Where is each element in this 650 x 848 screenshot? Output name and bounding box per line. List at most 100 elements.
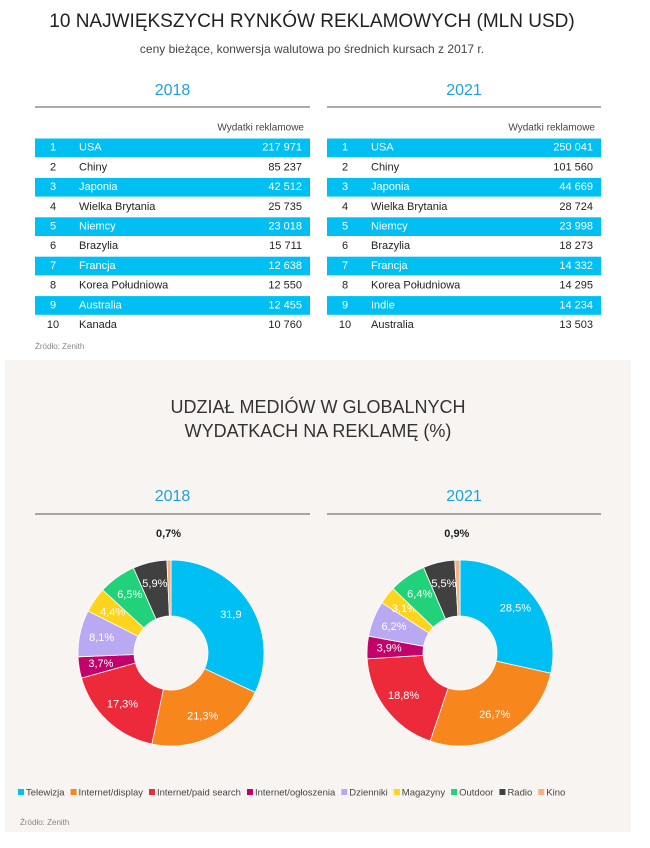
- spend: 42 512: [268, 181, 302, 193]
- country: Niemcy: [79, 221, 116, 233]
- row-highlight: [35, 296, 310, 315]
- country: Chiny: [371, 161, 400, 173]
- spend: 14 234: [559, 299, 593, 311]
- column-header: Wydatki reklamowe: [217, 123, 304, 134]
- wedge: [454, 559, 461, 617]
- rank: 7: [50, 260, 56, 272]
- legend-swatch: [70, 789, 77, 795]
- rank: 5: [50, 221, 56, 233]
- value-label: 0,7%: [156, 528, 181, 540]
- rank: 2: [342, 161, 348, 173]
- value-label: 8,1%: [89, 632, 114, 644]
- spend: 14 332: [559, 260, 593, 272]
- wedge: [151, 668, 256, 747]
- country: USA: [79, 142, 102, 154]
- wedge: [459, 559, 554, 674]
- rank: 6: [50, 240, 56, 252]
- rank: 8: [342, 280, 348, 292]
- value-label: 3,9%: [377, 643, 402, 655]
- country: Australia: [371, 319, 415, 331]
- row-highlight: [35, 138, 310, 158]
- value-label: 6,2%: [381, 621, 406, 633]
- value-label: 6,5%: [117, 589, 142, 601]
- rank: 1: [50, 142, 56, 154]
- value-label: 5,5%: [431, 578, 456, 590]
- rank: 6: [342, 240, 348, 252]
- legend-label: Radio: [507, 788, 532, 799]
- country: Niemcy: [371, 221, 408, 233]
- value-label: 0,9%: [444, 528, 469, 540]
- country: Francja: [79, 260, 117, 272]
- legend-label: Internet/paid search: [157, 788, 241, 799]
- legend-label: Internet/ogłoszenia: [255, 788, 336, 799]
- spend: 14 295: [559, 280, 593, 292]
- table-year: 2018: [155, 82, 191, 99]
- country: Australia: [79, 299, 123, 311]
- media-title: UDZIAŁ MEDIÓW W GLOBALNYCH: [170, 396, 465, 417]
- row-highlight: [327, 217, 601, 236]
- media-title: WYDATKACH NA REKLAMĘ (%): [185, 421, 452, 441]
- country: Wielka Brytania: [371, 201, 448, 213]
- country: Korea Południowa: [371, 280, 461, 292]
- spend: 44 669: [559, 181, 593, 193]
- value-label: 31,9: [220, 609, 241, 621]
- value-label: 18,8%: [388, 690, 419, 702]
- spend: 13 503: [559, 319, 593, 331]
- spend: 12 550: [268, 280, 302, 292]
- chart-year: 2021: [446, 488, 482, 505]
- spend: 217 971: [262, 142, 302, 154]
- legend-swatch: [499, 789, 506, 795]
- title: 10 NAJWIĘKSZYCH RYNKÓW REKLAMOWYCH (MLN …: [49, 10, 574, 32]
- legend-swatch: [246, 789, 253, 795]
- legend-swatch: [148, 789, 155, 795]
- wedge: [166, 559, 172, 617]
- row-highlight: [327, 296, 601, 315]
- rank: 1: [342, 142, 348, 154]
- rank: 2: [50, 161, 56, 173]
- spend: 25 735: [268, 201, 302, 213]
- row-highlight: [327, 138, 601, 158]
- row-highlight: [35, 256, 310, 276]
- country: Korea Południowa: [79, 280, 169, 292]
- legend-label: Internet/display: [79, 788, 144, 799]
- legend-swatch: [341, 789, 348, 795]
- spend: 85 237: [268, 161, 302, 173]
- rank: 10: [339, 319, 351, 331]
- wedge: [170, 559, 265, 693]
- subtitle: ceny bieżące, konwersja walutowa po śred…: [140, 42, 484, 56]
- rank: 4: [50, 201, 56, 213]
- legend-label: Magazyny: [402, 788, 446, 799]
- legend-swatch: [393, 789, 400, 795]
- value-label: 17,3%: [107, 699, 138, 711]
- country: Japonia: [371, 181, 410, 193]
- rank: 3: [342, 181, 348, 193]
- value-label: 6,4%: [407, 588, 432, 600]
- wedge: [366, 654, 449, 742]
- spend: 10 760: [268, 319, 302, 331]
- spend: 18 273: [559, 240, 593, 252]
- source: Źródło: Zenith: [35, 342, 84, 351]
- spend: 23 998: [559, 221, 593, 233]
- rank: 9: [50, 299, 56, 311]
- country: Brazylia: [371, 240, 411, 252]
- rank: 5: [342, 221, 348, 233]
- country: Wielka Brytania: [79, 201, 156, 213]
- legend-label: Telewizja: [26, 788, 65, 799]
- row-highlight: [327, 177, 601, 197]
- rank: 3: [50, 181, 56, 193]
- source: Źródło: Zenith: [20, 818, 69, 827]
- rank: 10: [47, 319, 59, 331]
- wedge: [80, 662, 164, 745]
- country: Francja: [371, 260, 409, 272]
- spend: 23 018: [268, 221, 302, 233]
- country: Indie: [371, 299, 395, 311]
- spend: 28 724: [559, 201, 593, 213]
- country: Japonia: [79, 181, 118, 193]
- spend: 12 455: [268, 299, 302, 311]
- legend-label: Dzienniki: [349, 788, 388, 799]
- value-label: 5,9%: [142, 578, 167, 590]
- row-highlight: [35, 217, 310, 236]
- value-label: 4,4%: [100, 606, 125, 618]
- rank: 7: [342, 260, 348, 272]
